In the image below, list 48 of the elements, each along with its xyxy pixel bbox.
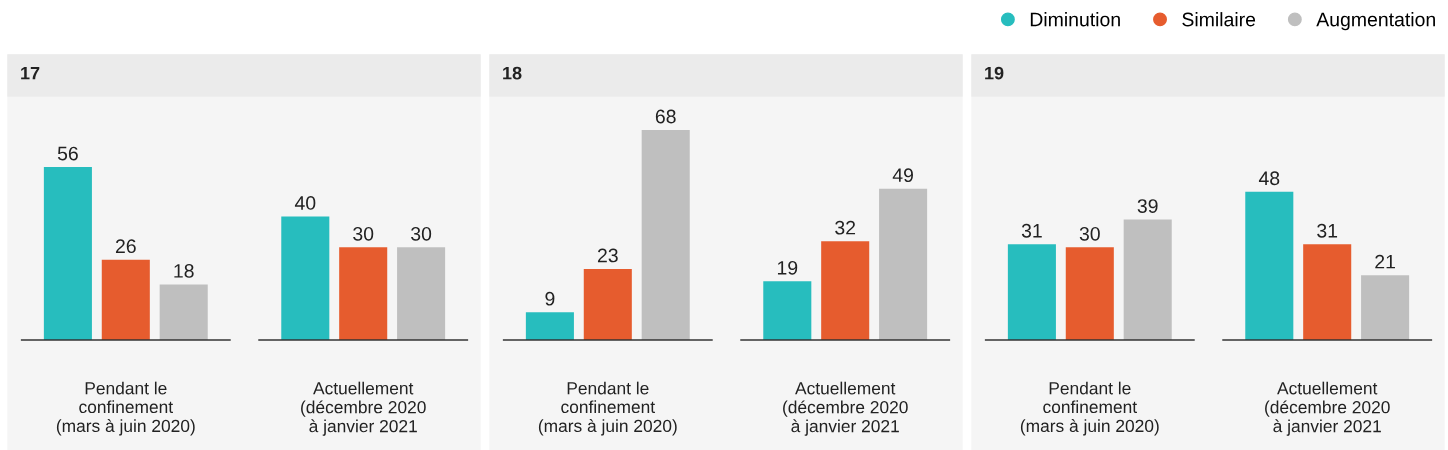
x-tick-label: Pendant le confinement (mars à juin 2020) (538, 381, 677, 436)
data-label: 31 (1021, 223, 1042, 238)
x-tick-label: Pendant le confinement (mars à juin 2020) (56, 381, 195, 436)
legend-label: Diminution (1030, 12, 1120, 27)
legend-label: Similaire (1182, 12, 1256, 27)
bar (43, 167, 92, 340)
bar (397, 247, 446, 340)
data-label: 68 (655, 109, 676, 124)
bar (1303, 244, 1352, 340)
data-label: 30 (1079, 226, 1100, 241)
chart-title: 18 (503, 66, 522, 80)
bar (641, 130, 690, 340)
bar (879, 188, 928, 340)
bar (159, 284, 208, 340)
x-tick-label: Actuellement (décembre 2020 à janvier 2021 (783, 381, 908, 436)
bar (281, 216, 330, 340)
data-label: 39 (1137, 199, 1158, 213)
bar (763, 281, 812, 340)
bar (525, 312, 574, 340)
x-tick-label: Actuellement (décembre 2020 à janvier 2021 (1265, 381, 1390, 436)
data-label: 49 (892, 168, 913, 183)
bar (583, 268, 632, 340)
chart-title: 19 (985, 66, 1004, 80)
data-label: 18 (174, 264, 194, 278)
data-label: 40 (294, 196, 316, 210)
data-label: 56 (57, 146, 78, 161)
bar (1123, 219, 1172, 340)
bar (101, 259, 150, 340)
x-tick-label: Pendant le confinement (mars à juin 2020) (1020, 381, 1159, 436)
data-label: 31 (1317, 223, 1338, 238)
chart-title: 17 (21, 66, 40, 80)
bar (1361, 275, 1410, 340)
x-tick-label: Actuellement (décembre 2020 à janvier 2021 (301, 381, 426, 436)
data-label: 30 (411, 226, 432, 241)
data-label: 48 (1258, 171, 1280, 186)
data-label: 23 (597, 248, 618, 263)
bar (1065, 247, 1114, 340)
bar (1245, 191, 1294, 340)
data-label: 30 (353, 226, 374, 241)
legend-label: Augmentation (1316, 12, 1435, 31)
data-label: 26 (115, 239, 136, 254)
bar (1007, 244, 1056, 340)
data-label: 9 (545, 291, 555, 306)
bar (339, 247, 388, 340)
data-label: 32 (835, 220, 856, 235)
data-label: 19 (777, 260, 798, 275)
data-label: 21 (1375, 254, 1395, 269)
bar (821, 241, 870, 340)
